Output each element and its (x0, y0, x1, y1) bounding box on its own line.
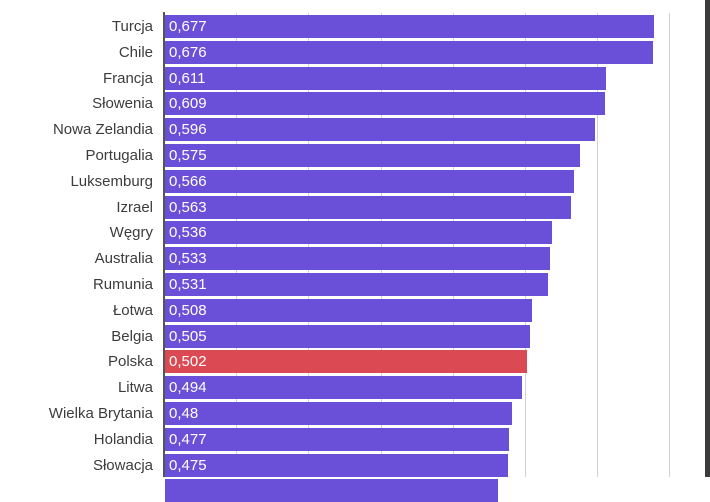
value-label: 0,475 (169, 457, 207, 474)
value-label: 0,575 (169, 147, 207, 164)
bar: 0,508 (165, 299, 532, 322)
chart-row: Francja 0,611 (0, 67, 705, 90)
chart-row: Nowa Zelandia 0,596 (0, 118, 705, 141)
value-label: 0,533 (169, 250, 207, 267)
value-label: 0,494 (169, 379, 207, 396)
window-edge (705, 0, 710, 477)
category-label: Francja (102, 70, 153, 87)
bar: 0,676 (165, 41, 653, 64)
chart-row: Rumunia 0,531 (0, 273, 705, 296)
category-label: Węgry (109, 224, 153, 241)
y-axis-line (163, 12, 165, 477)
bar: 0,536 (165, 221, 552, 244)
bar: 0,48 (165, 402, 512, 425)
category-label: Łotwa (112, 302, 153, 319)
gridline (308, 13, 309, 477)
value-label: 0,676 (169, 44, 207, 61)
gridline (381, 13, 382, 477)
bar-chart: Turcja 0,677 Chile 0,676 Francja 0,611 Słoweni… (0, 12, 705, 502)
value-label: 0,563 (169, 199, 207, 216)
category-label: Portugalia (85, 147, 153, 164)
value-label: 0,531 (169, 276, 207, 293)
chart-row: Chile 0,676 (0, 41, 705, 64)
gridline (236, 13, 237, 477)
bar: 0,611 (165, 67, 606, 90)
chart-row: Luksemburg 0,566 (0, 170, 705, 193)
value-label: 0,48 (169, 405, 199, 422)
value-label: 0,508 (169, 302, 207, 319)
bar: 0,494 (165, 376, 522, 399)
chart-row: Holandia 0,477 (0, 428, 705, 451)
category-label: Australia (94, 250, 153, 267)
bar: 0,677 (165, 15, 654, 38)
category-label: Nowa Zelandia (52, 121, 153, 138)
category-label: Turcja (111, 18, 153, 35)
cropped-bar (165, 479, 498, 502)
chart-row: Izrael 0,563 (0, 196, 705, 219)
chart-row: Węgry 0,536 (0, 221, 705, 244)
category-label: Belgia (111, 328, 153, 345)
highlighted-bar: 0,502 (165, 350, 527, 373)
bar: 0,531 (165, 273, 548, 296)
gridline (525, 13, 526, 477)
value-label: 0,596 (169, 121, 207, 138)
chart-row: Portugalia 0,575 (0, 144, 705, 167)
bar: 0,596 (165, 118, 595, 141)
value-label: 0,677 (169, 18, 207, 35)
value-label: 0,611 (169, 70, 206, 87)
value-label: 0,505 (169, 328, 207, 345)
chart-row: Polska 0,502 (0, 350, 705, 373)
bar: 0,533 (165, 247, 550, 270)
chart-row: Australia 0,533 (0, 247, 705, 270)
bar: 0,566 (165, 170, 574, 193)
bar: 0,505 (165, 325, 530, 348)
chart-row: Wielka Brytania 0,48 (0, 402, 705, 425)
chart-row: Belgia 0,505 (0, 325, 705, 348)
category-label: Słowacja (92, 457, 153, 474)
bar: 0,609 (165, 92, 605, 115)
category-label: Wielka Brytania (48, 405, 153, 422)
bar: 0,477 (165, 428, 509, 451)
gridline (597, 13, 598, 477)
category-label: Holandia (93, 431, 153, 448)
gridline (669, 13, 670, 477)
value-label: 0,477 (169, 431, 207, 448)
category-label: Izrael (116, 199, 153, 216)
value-label: 0,609 (169, 95, 207, 112)
category-label: Polska (107, 353, 153, 370)
category-label: Litwa (117, 379, 153, 396)
chart-row: Litwa 0,494 (0, 376, 705, 399)
bar: 0,475 (165, 454, 508, 477)
category-label: Luksemburg (70, 173, 153, 190)
value-label: 0,566 (169, 173, 207, 190)
category-label: Słowenia (92, 95, 153, 112)
chart-row: Słowacja 0,475 (0, 454, 705, 477)
gridline (453, 13, 454, 477)
chart-row: Turcja 0,677 (0, 15, 705, 38)
chart-row: Słowenia 0,609 (0, 92, 705, 115)
value-label: 0,536 (169, 224, 207, 241)
value-label: 0,502 (169, 353, 207, 370)
bar: 0,575 (165, 144, 580, 167)
bar: 0,563 (165, 196, 571, 219)
chart-row: Łotwa 0,508 (0, 299, 705, 322)
category-label: Rumunia (92, 276, 153, 293)
category-label: Chile (118, 44, 153, 61)
